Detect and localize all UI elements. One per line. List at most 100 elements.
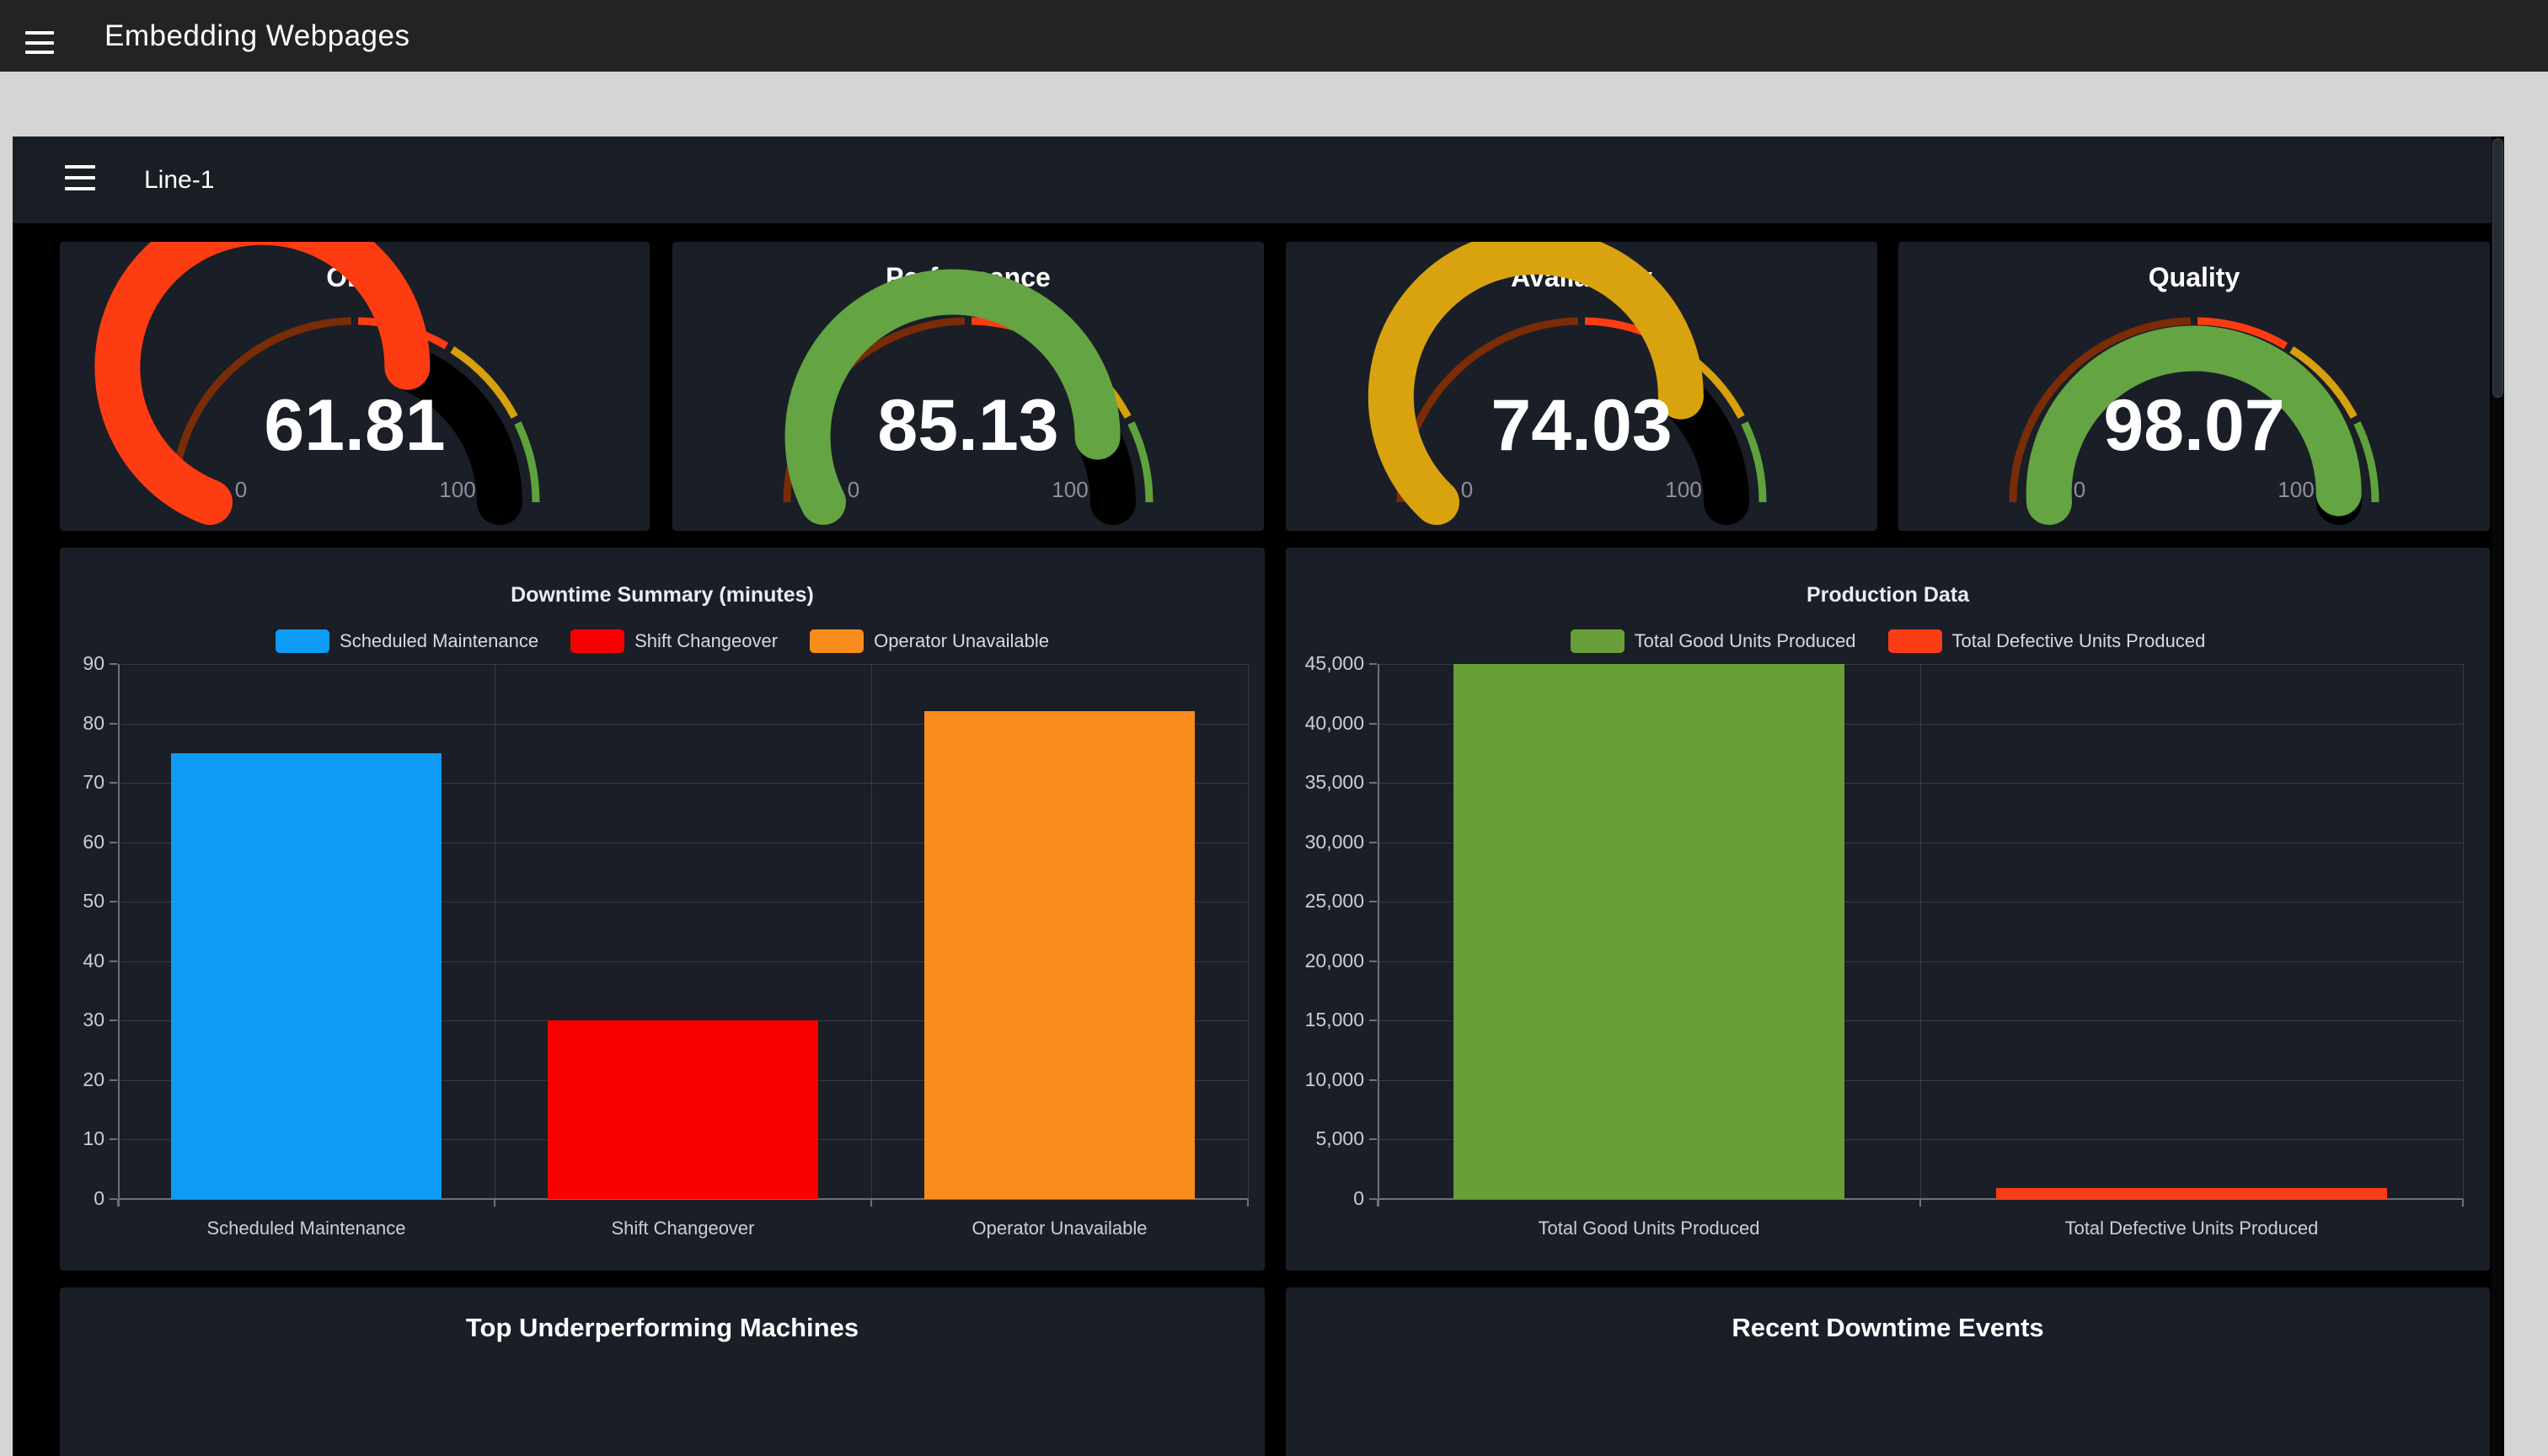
recent-downtime-events-panel: Recent Downtime Events <box>1286 1287 2490 1456</box>
y-axis-tick <box>110 960 117 962</box>
gridline <box>1248 664 1249 1199</box>
dashboard-frame: Line-1 OEE 61.81 0 100 Performance 85.13… <box>13 136 2504 1456</box>
bar-total-good-units-produced <box>1453 664 1844 1199</box>
y-axis-tick <box>110 722 117 725</box>
gridline <box>1378 1139 2463 1141</box>
bar-operator-unavailable <box>923 711 1196 1199</box>
gauge-value: 74.03 <box>1491 385 1673 466</box>
menu-bar-line <box>65 176 95 179</box>
y-axis-tick <box>110 1198 117 1200</box>
legend-swatch <box>810 629 864 653</box>
app-menu-icon[interactable] <box>25 31 54 54</box>
gridline <box>1378 723 2463 725</box>
menu-bar-line <box>65 187 95 190</box>
legend-label: Scheduled Maintenance <box>340 630 539 651</box>
top-underperforming-machines-panel: Top Underperforming Machines <box>60 1287 1265 1456</box>
gridline <box>2463 664 2464 1199</box>
y-axis-label: 80 <box>83 711 104 734</box>
gridline <box>118 961 1248 962</box>
dashboard-title: Line-1 <box>144 166 215 194</box>
gridline <box>1378 961 2463 962</box>
y-axis-label: 35,000 <box>1304 771 1364 794</box>
y-axis-tick <box>1369 841 1377 843</box>
y-axis-label: 50 <box>83 890 104 913</box>
legend-item-operator-unavailable[interactable]: Operator Unavailable <box>810 629 1049 653</box>
y-axis-tick <box>110 901 117 903</box>
gridline <box>1378 1020 2463 1022</box>
y-axis-label: 25,000 <box>1304 890 1364 913</box>
gridline <box>1378 1079 2463 1081</box>
y-axis-tick <box>110 1079 117 1081</box>
x-axis-tick <box>870 1199 872 1207</box>
y-axis-label: 5,000 <box>1315 1127 1364 1150</box>
legend-label: Total Defective Units Produced <box>1951 630 2206 651</box>
y-axis-label: 20,000 <box>1304 949 1364 972</box>
x-axis-tick <box>2462 1199 2464 1207</box>
menu-bar-line <box>65 165 95 169</box>
legend-label: Total Good Units Produced <box>1634 630 1856 651</box>
scrollbar-thumb[interactable] <box>2492 138 2503 398</box>
chart-title: Production Data <box>1806 583 1970 607</box>
app-title: Embedding Webpages <box>104 19 410 52</box>
legend-swatch <box>1887 629 1942 653</box>
y-axis-label: 90 <box>83 652 104 674</box>
gauge-value: 98.07 <box>2103 385 2285 466</box>
y-axis-tick <box>110 663 117 665</box>
legend-swatch <box>570 629 625 653</box>
y-axis-label: 0 <box>94 1187 104 1209</box>
legend-item-shift-changeover[interactable]: Shift Changeover <box>570 629 778 653</box>
app-bar: Embedding Webpages <box>0 0 2548 72</box>
gridline <box>871 664 872 1199</box>
x-axis-category-label: Total Good Units Produced <box>1538 1218 1760 1239</box>
x-axis-line <box>1378 1198 2463 1200</box>
gauge-arc <box>94 242 540 525</box>
gridline <box>118 783 1248 784</box>
legend-item-scheduled-maintenance[interactable]: Scheduled Maintenance <box>276 629 538 653</box>
bar-shift-changeover <box>547 1020 819 1199</box>
chart-title: Downtime Summary (minutes) <box>511 583 814 607</box>
gridline <box>118 723 1248 725</box>
y-axis-label: 30 <box>83 1009 104 1031</box>
chart-legend: Scheduled Maintenance Shift Changeover Ope… <box>60 624 1265 659</box>
chart-plot-area: 0 10 20 30 40 50 60 70 80 90 Scheduled Maintenance… <box>60 548 1265 1271</box>
x-axis-category-label: Scheduled Maintenance <box>206 1218 406 1239</box>
y-axis-tick <box>1369 1020 1377 1022</box>
x-axis-tick <box>1919 1199 1921 1207</box>
menu-bar-line <box>25 40 54 45</box>
dashboard-header: Line-1 <box>13 136 2504 223</box>
dashboard-menu-icon[interactable] <box>65 165 95 190</box>
downtime-summary-panel: Downtime Summary (minutes) Scheduled Mai… <box>60 548 1265 1271</box>
y-axis-label: 45,000 <box>1304 652 1364 674</box>
y-axis-label: 10 <box>83 1127 104 1150</box>
menu-bar-line <box>25 31 54 35</box>
y-axis-label: 40,000 <box>1304 711 1364 734</box>
scrollbar-track[interactable] <box>2492 136 2504 1456</box>
gauge-max-label: 100 <box>2278 477 2315 502</box>
y-axis-tick <box>1369 1079 1377 1081</box>
legend-item-total-good-units-produced[interactable]: Total Good Units Produced <box>1570 629 1856 653</box>
y-axis-label: 30,000 <box>1304 830 1364 853</box>
legend-item-total-defective-units-produced[interactable]: Total Defective Units Produced <box>1887 629 2206 653</box>
gauge-value: 61.81 <box>264 385 446 466</box>
x-axis-line <box>118 1198 1248 1200</box>
gauge-panel-performance: Performance 85.13 0 100 <box>672 242 1264 531</box>
gauge-max-label: 100 <box>439 477 476 502</box>
gauge-panel-quality: Quality 98.07 0 100 <box>1898 242 2490 531</box>
y-axis-tick <box>1369 782 1377 784</box>
gridline <box>118 664 1248 665</box>
y-axis-tick <box>1369 1198 1377 1200</box>
gauge-panel-oee: OEE 61.81 0 100 <box>60 242 650 531</box>
legend-label: Shift Changeover <box>634 630 779 651</box>
y-axis-label: 70 <box>83 771 104 794</box>
menu-bar-line <box>25 51 54 54</box>
gauge-value: 85.13 <box>877 385 1059 466</box>
y-axis-tick <box>1369 901 1377 903</box>
x-axis-category-label: Total Defective Units Produced <box>2064 1218 2319 1239</box>
gauge-panel-availability: Availability 74.03 0 100 <box>1286 242 1877 531</box>
y-axis-label: 15,000 <box>1304 1009 1364 1031</box>
gridline <box>1378 664 2463 665</box>
gauge-min-label: 0 <box>2073 477 2086 502</box>
chart-plot-area: 0 5,000 10,000 15,000 20,000 25,000 30,000 35,0… <box>1286 548 2490 1271</box>
y-axis-label: 20 <box>83 1068 104 1090</box>
